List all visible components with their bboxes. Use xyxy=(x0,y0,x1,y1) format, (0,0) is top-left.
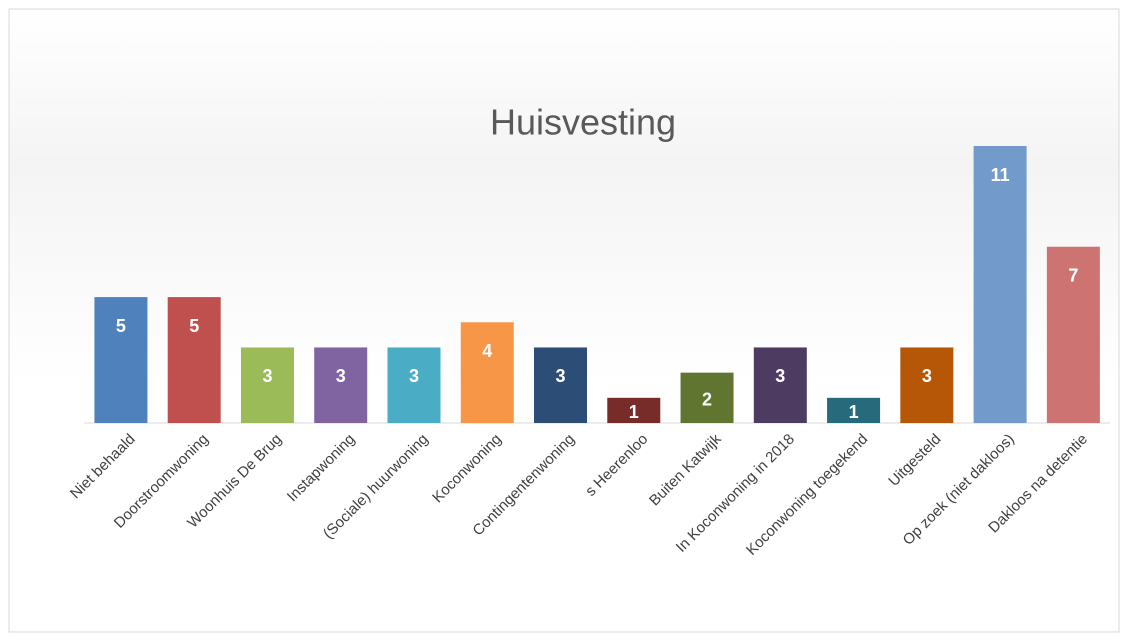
bar xyxy=(607,397,661,423)
value-label: 3 xyxy=(775,366,785,386)
bar xyxy=(387,347,441,423)
value-label: 1 xyxy=(849,402,859,422)
value-label: 11 xyxy=(991,165,1010,185)
bar xyxy=(1046,246,1100,423)
bar xyxy=(314,347,368,423)
value-label: 3 xyxy=(922,366,932,386)
value-label: 2 xyxy=(702,390,712,410)
value-label: 5 xyxy=(189,316,199,336)
value-label: 3 xyxy=(336,366,346,386)
bar xyxy=(680,372,734,423)
bar xyxy=(460,322,514,423)
bar xyxy=(534,347,588,423)
bar xyxy=(240,347,294,423)
bar xyxy=(973,146,1027,423)
value-label: 5 xyxy=(116,316,126,336)
bar xyxy=(900,347,954,423)
value-label: 4 xyxy=(482,341,492,361)
bar xyxy=(94,297,148,423)
value-label: 3 xyxy=(262,366,272,386)
value-label: 3 xyxy=(409,366,419,386)
chart-title: Huisvesting xyxy=(490,102,676,143)
value-label: 1 xyxy=(629,402,639,422)
bar xyxy=(827,397,881,423)
value-label: 3 xyxy=(556,366,566,386)
bar xyxy=(753,347,807,423)
bar xyxy=(167,297,221,423)
value-label: 7 xyxy=(1068,265,1078,285)
